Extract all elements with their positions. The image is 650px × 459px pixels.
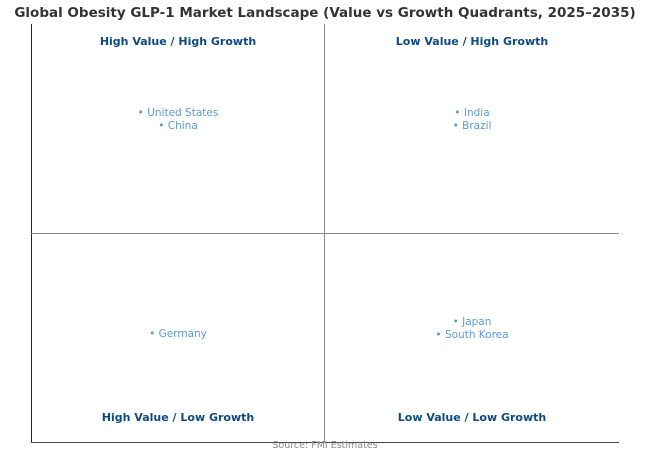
country-item: • India [454,107,490,119]
x-axis-line [31,442,619,443]
chart-title: Global Obesity GLP-1 Market Landscape (V… [14,5,636,21]
country-item: • South Korea [435,328,509,341]
source-note: Source: FMI Estimates [272,440,378,451]
quadrant-items-bottom-left: • Germany [31,328,325,341]
quadrant-label-top-left: High Value / High Growth [99,35,257,48]
quadrant-label-bottom-left: High Value / Low Growth [101,411,255,424]
country-item: • United States [137,107,219,119]
country-item: • Brazil [452,119,492,132]
country-item: • China [158,119,198,132]
quadrant-items-top-left: • United States • China [31,107,325,132]
quadrant-items-top-right: • India • Brazil [325,107,619,132]
quadrant-label-bottom-right: Low Value / Low Growth [397,411,547,424]
horizontal-divider [31,233,619,234]
quadrant-items-bottom-right: • Japan • South Korea [325,316,619,341]
quadrant-label-top-right: Low Value / High Growth [395,35,549,48]
country-item: • Germany [149,328,207,340]
country-item: • Japan [452,316,492,328]
